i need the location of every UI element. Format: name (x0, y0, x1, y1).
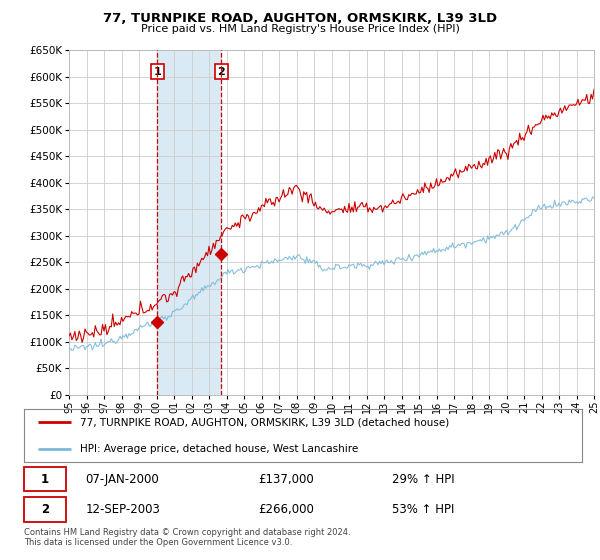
Text: £266,000: £266,000 (259, 503, 314, 516)
Text: 2: 2 (218, 67, 226, 77)
Text: 77, TURNPIKE ROAD, AUGHTON, ORMSKIRK, L39 3LD: 77, TURNPIKE ROAD, AUGHTON, ORMSKIRK, L3… (103, 12, 497, 25)
Text: 1: 1 (41, 473, 49, 486)
Text: £137,000: £137,000 (259, 473, 314, 486)
Bar (157, 50, 221, 395)
Text: HPI: Average price, detached house, West Lancashire: HPI: Average price, detached house, West… (80, 444, 358, 454)
Text: 53% ↑ HPI: 53% ↑ HPI (392, 503, 455, 516)
Text: 07-JAN-2000: 07-JAN-2000 (85, 473, 159, 486)
Text: 77, TURNPIKE ROAD, AUGHTON, ORMSKIRK, L39 3LD (detached house): 77, TURNPIKE ROAD, AUGHTON, ORMSKIRK, L3… (80, 417, 449, 427)
FancyBboxPatch shape (24, 467, 66, 492)
FancyBboxPatch shape (24, 497, 66, 522)
Text: 2: 2 (41, 503, 49, 516)
Text: Price paid vs. HM Land Registry's House Price Index (HPI): Price paid vs. HM Land Registry's House … (140, 24, 460, 34)
Text: Contains HM Land Registry data © Crown copyright and database right 2024.
This d: Contains HM Land Registry data © Crown c… (24, 528, 350, 547)
Text: 12-SEP-2003: 12-SEP-2003 (85, 503, 160, 516)
Text: 1: 1 (154, 67, 161, 77)
Text: 29% ↑ HPI: 29% ↑ HPI (392, 473, 455, 486)
